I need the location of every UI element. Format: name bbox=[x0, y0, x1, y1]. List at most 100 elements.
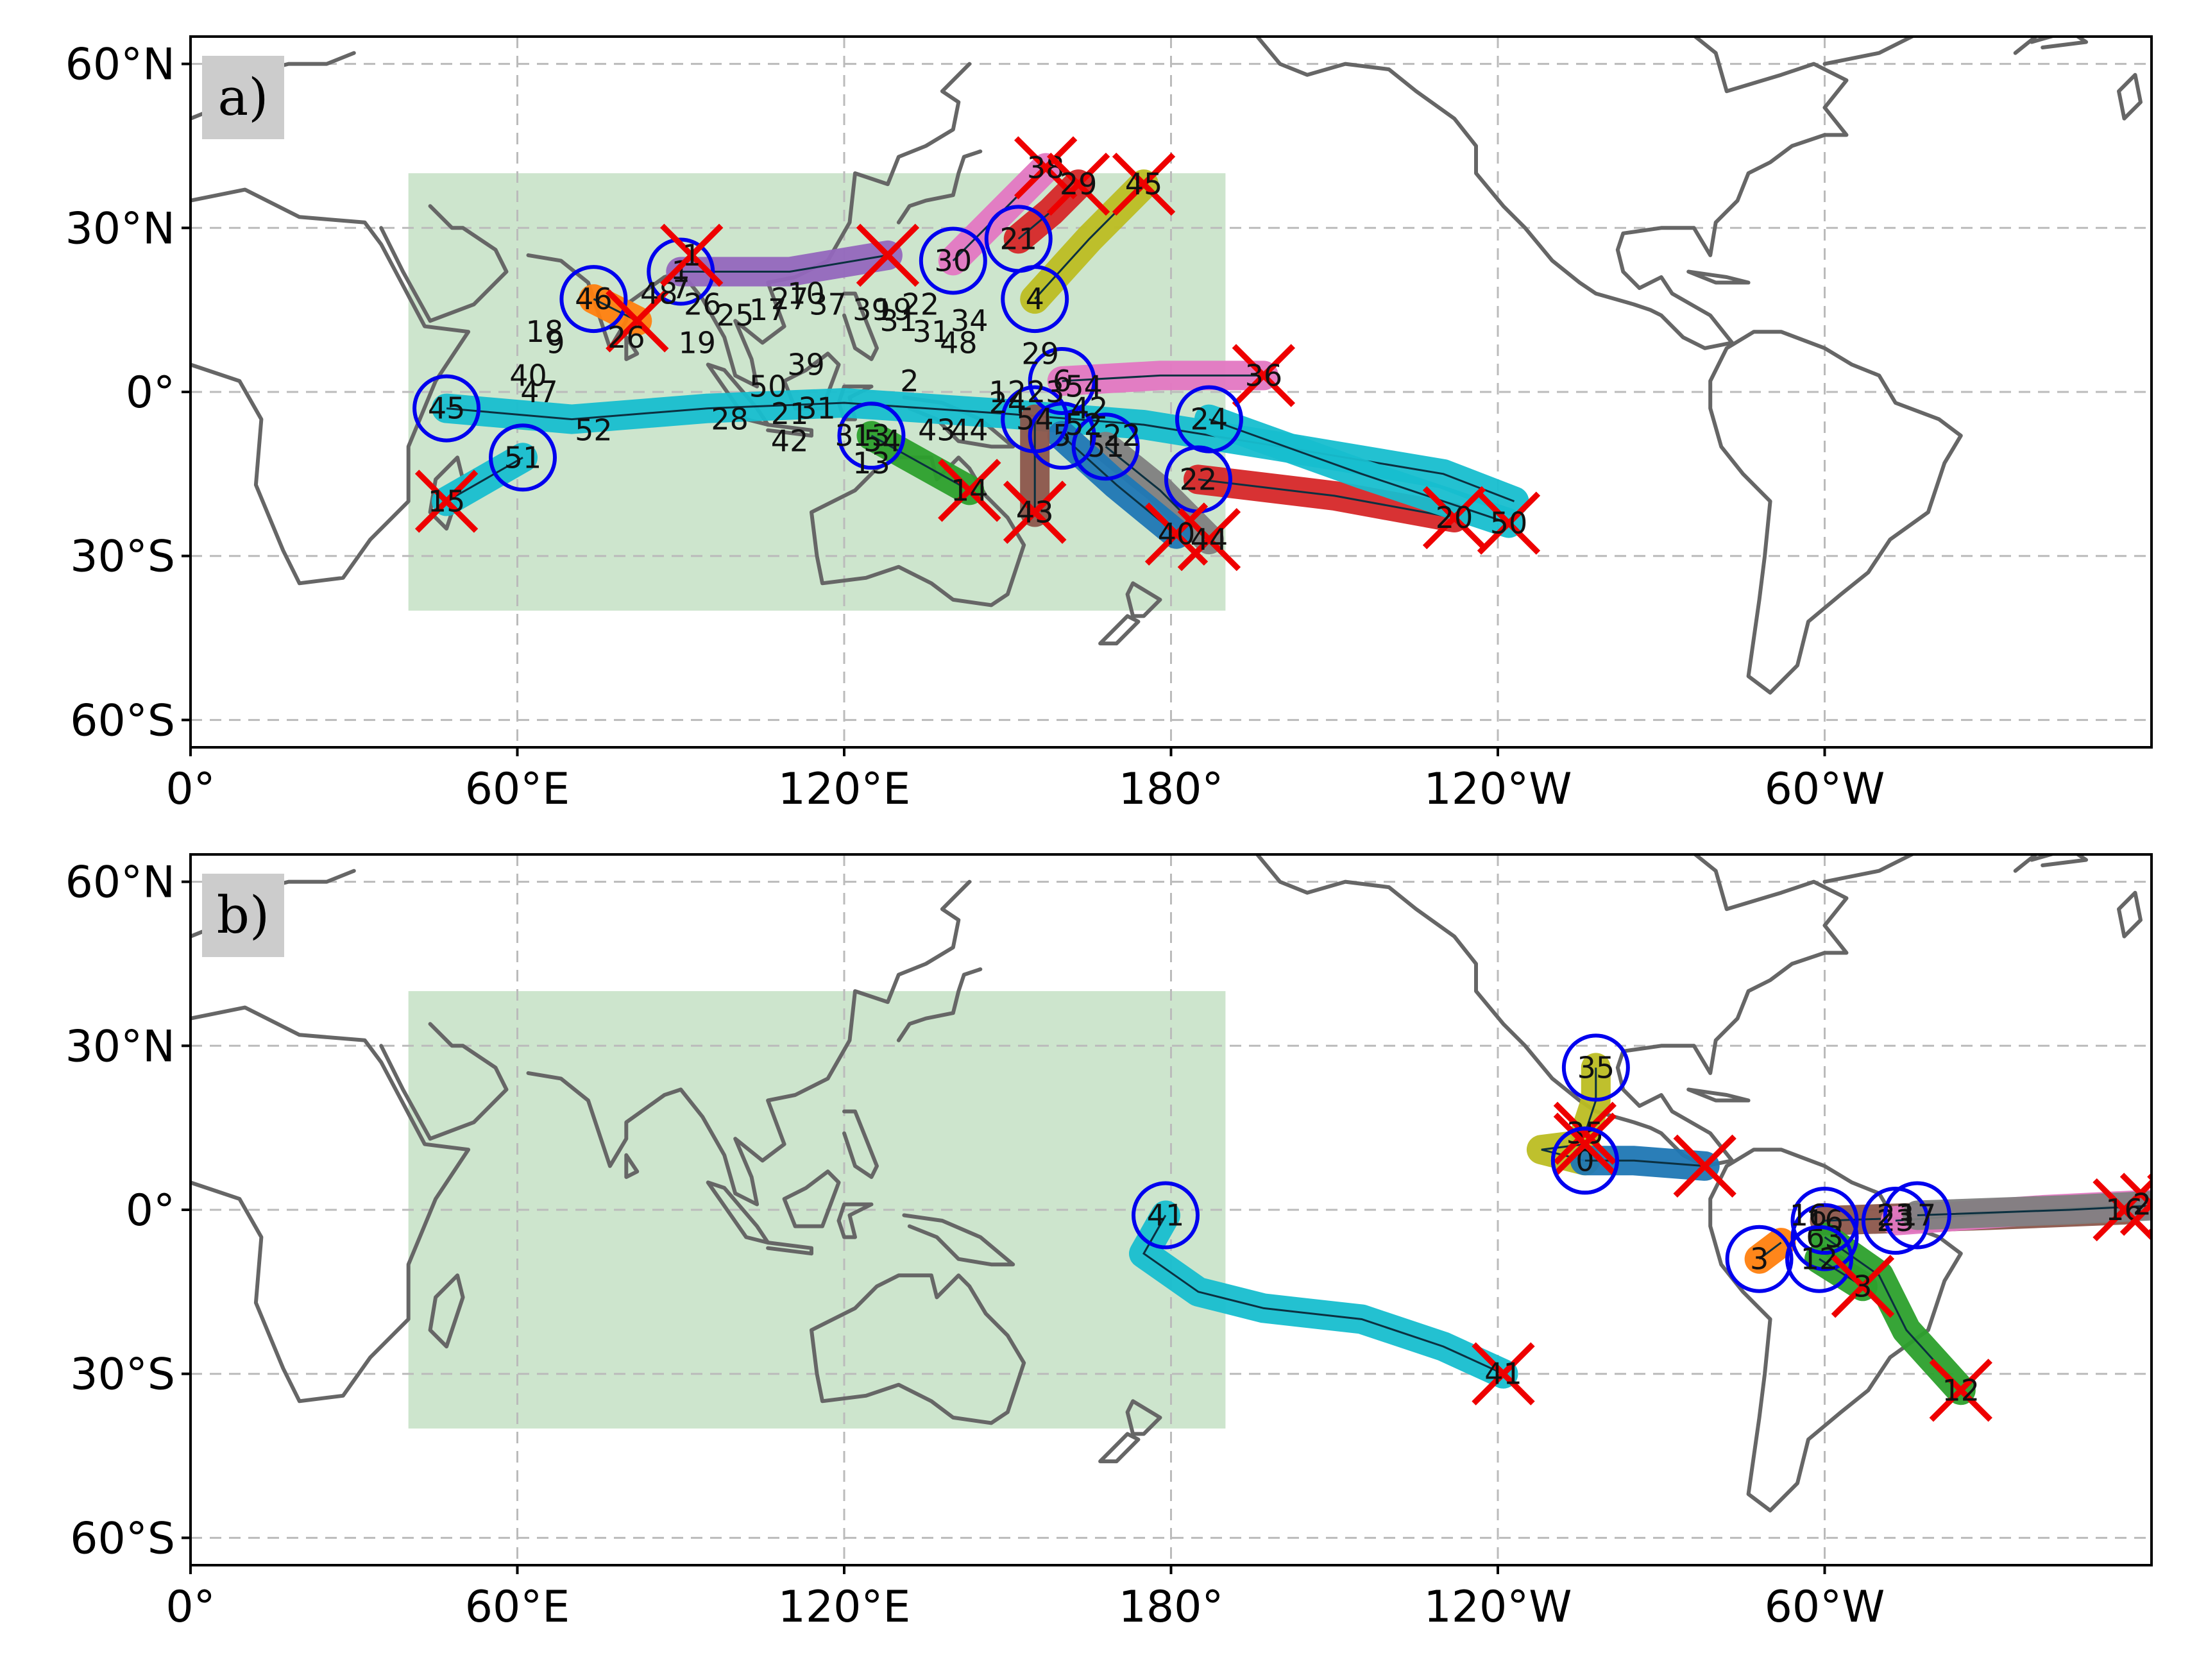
genesis-label: 19 bbox=[678, 325, 716, 360]
genesis-label: 40 bbox=[509, 358, 547, 393]
end-cross-stroke bbox=[1831, 1255, 1895, 1318]
genesis-label: 48 bbox=[940, 325, 978, 360]
lysis-label: 17 bbox=[2160, 1187, 2190, 1221]
genesis-label: 22 bbox=[902, 287, 940, 322]
coastline bbox=[2030, 854, 2089, 867]
genesis-label: 24 bbox=[989, 386, 1026, 420]
genesis-marker bbox=[1001, 385, 1069, 454]
x-tick-label: 180° bbox=[1119, 1582, 1224, 1633]
lysis-label: 40 bbox=[1158, 517, 1196, 552]
lysis-label: 41 bbox=[1484, 1357, 1522, 1391]
genesis-marker bbox=[1785, 1225, 1854, 1293]
track-center-line bbox=[870, 434, 971, 491]
x-tick-label: 60°E bbox=[465, 1582, 570, 1633]
genesis-marker bbox=[559, 265, 628, 334]
genesis-label: 54 bbox=[1065, 369, 1103, 403]
lysis-marker bbox=[660, 223, 724, 287]
genesis-label: 52 bbox=[1065, 407, 1103, 442]
coastline bbox=[526, 1071, 683, 1168]
genesis-label: 23 bbox=[1877, 1198, 1915, 1233]
track-center-line bbox=[1142, 1214, 1504, 1375]
y-tick-label: 0° bbox=[126, 368, 175, 418]
track-center-line bbox=[446, 402, 1515, 502]
coastline bbox=[842, 1109, 879, 1179]
lysis-marker bbox=[1112, 152, 1176, 216]
lysis-label: 43 bbox=[1016, 495, 1054, 530]
genesis-label: 24 bbox=[1191, 402, 1228, 437]
genesis-label: 18 bbox=[526, 314, 564, 349]
panel-label: b) bbox=[217, 885, 269, 945]
y-tick-label: 60°N bbox=[65, 858, 175, 908]
genesis-label: 43 bbox=[918, 413, 956, 448]
end-cross-stroke bbox=[1553, 1112, 1617, 1176]
lysis-marker bbox=[606, 289, 669, 353]
genesis-label: 12 bbox=[989, 375, 1026, 409]
coastline bbox=[1125, 581, 1162, 618]
genesis-label: 19 bbox=[874, 293, 912, 327]
x-tick-label: 60°W bbox=[1765, 764, 1885, 815]
coastline bbox=[379, 204, 509, 323]
genesis-label: 17 bbox=[749, 293, 787, 327]
track-center-line bbox=[446, 456, 523, 502]
genesis-marker bbox=[412, 374, 481, 443]
genesis-marker bbox=[1883, 1181, 1951, 1250]
lysis-label: 12 bbox=[1942, 1373, 1980, 1407]
lysis-label: 33 bbox=[2160, 1187, 2190, 1221]
genesis-label: 22 bbox=[1103, 418, 1141, 453]
genesis-label: 27 bbox=[771, 282, 809, 316]
genesis-label: 39 bbox=[787, 347, 825, 382]
genesis-label: 13 bbox=[853, 446, 890, 480]
track-center-line bbox=[1917, 1205, 2152, 1216]
genesis-marker bbox=[919, 226, 987, 295]
end-cross-stroke bbox=[660, 223, 724, 287]
x-tick-label: 120°E bbox=[778, 1582, 911, 1633]
genesis-label: 31 bbox=[880, 303, 918, 338]
genesis-label: 3 bbox=[835, 418, 853, 453]
panel-label-box bbox=[202, 56, 284, 139]
lysis-marker bbox=[2147, 1173, 2152, 1236]
genesis-label: 45 bbox=[428, 391, 466, 426]
track-center-line bbox=[1209, 418, 1509, 525]
coastline bbox=[1822, 854, 2039, 884]
coastline bbox=[842, 291, 879, 361]
coastline bbox=[810, 1273, 1026, 1425]
end-cross-stroke bbox=[1929, 1359, 1992, 1422]
lysis-marker bbox=[1422, 486, 1486, 550]
lysis-marker bbox=[1003, 480, 1067, 544]
lysis-label: 14 bbox=[951, 473, 989, 507]
coastline bbox=[1708, 330, 1963, 695]
y-tick-label: 60°N bbox=[65, 40, 175, 90]
genesis-marker bbox=[1561, 1033, 1630, 1102]
coastline bbox=[679, 879, 972, 1207]
lysis-marker bbox=[1232, 344, 1296, 407]
x-tick-label: 120°W bbox=[1423, 764, 1572, 815]
genesis-label: 21 bbox=[771, 396, 809, 431]
coastline bbox=[896, 149, 983, 225]
genesis-label: 4 bbox=[1026, 282, 1044, 316]
genesis-label: 29 bbox=[1021, 336, 1059, 371]
lysis-marker bbox=[1553, 1112, 1617, 1176]
coastline bbox=[624, 1153, 640, 1179]
end-cross-stroke bbox=[1014, 136, 1078, 199]
coastline bbox=[836, 1202, 874, 1239]
lysis-marker bbox=[2119, 1173, 2152, 1236]
genesis-marker bbox=[1861, 1187, 1930, 1255]
genesis-label: 34 bbox=[951, 303, 989, 338]
genesis-label: 41 bbox=[1147, 1198, 1185, 1233]
genesis-label: 10 bbox=[787, 276, 825, 311]
y-tick-label: 30°S bbox=[70, 532, 175, 582]
genesis-marker bbox=[647, 237, 715, 306]
coastline bbox=[896, 967, 983, 1042]
end-cross-stroke bbox=[2147, 1227, 2152, 1236]
coastline bbox=[1098, 614, 1141, 646]
genesis-label: 17 bbox=[1899, 1198, 1937, 1233]
coastline bbox=[1686, 269, 1751, 285]
lysis-marker bbox=[938, 459, 1001, 522]
y-tick-label: 30°S bbox=[70, 1350, 175, 1400]
genesis-label: 2 bbox=[900, 364, 919, 398]
genesis-label: 52 bbox=[575, 413, 613, 448]
y-tick-label: 30°N bbox=[65, 203, 175, 254]
end-cross-stroke bbox=[2147, 1227, 2152, 1236]
